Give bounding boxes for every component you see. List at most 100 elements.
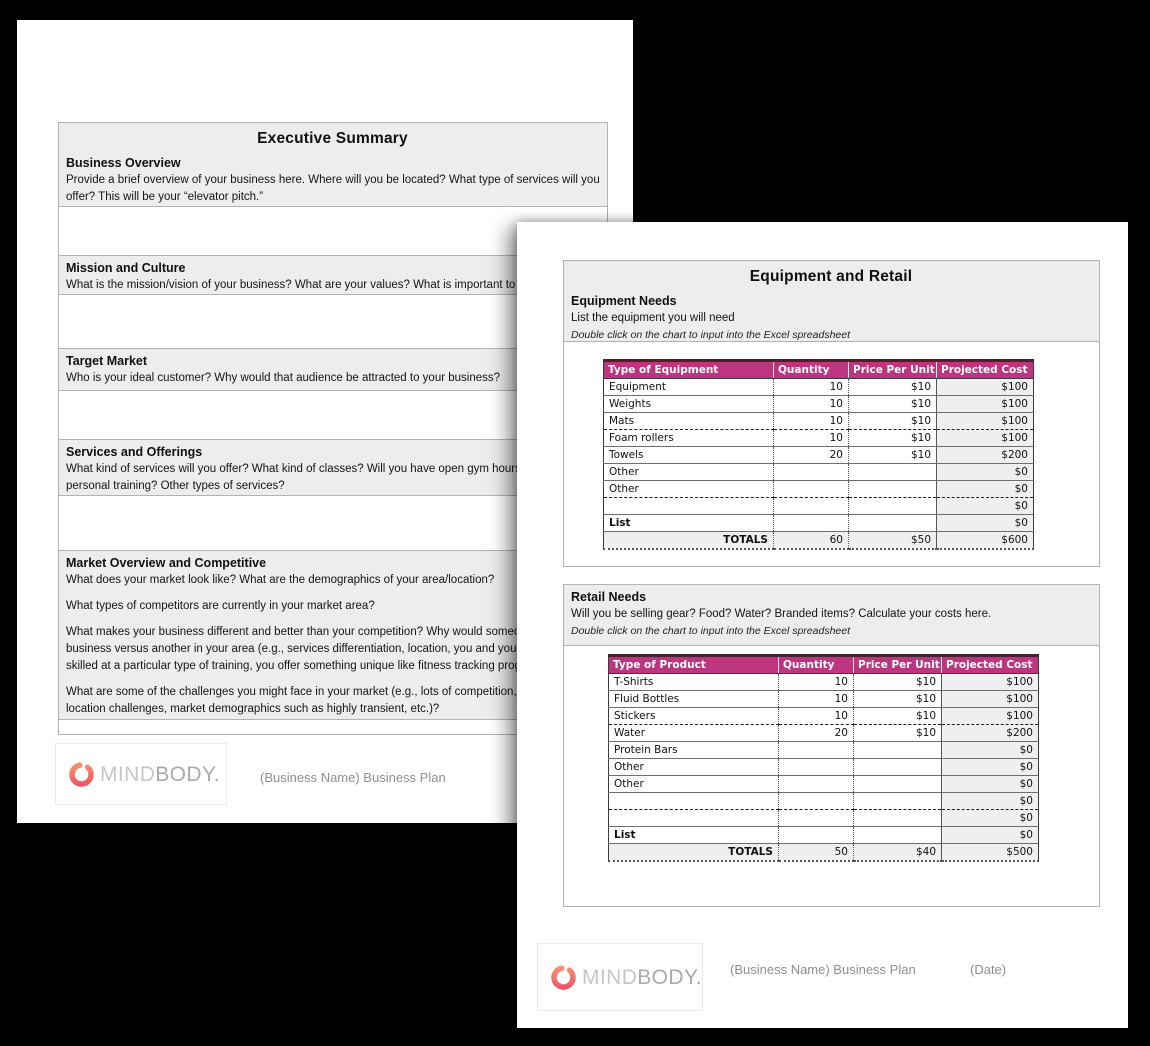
- text-line: What types of competitors are currently …: [66, 600, 375, 612]
- answer-area-mission-culture[interactable]: [58, 294, 608, 349]
- text-line: What kind of services will you offer? Wh…: [66, 463, 528, 475]
- executive-summary-content: Executive Summary Business Overview Prov…: [58, 122, 608, 735]
- table-row: List $0: [608, 826, 1039, 844]
- section-heading: Business Overview: [66, 156, 181, 170]
- equipment-table-wrap: Type of Equipment Quantity Price Per Unit P…: [603, 359, 1099, 550]
- equipment-retail-content: Equipment and Retail Equipment Needs Lis…: [563, 260, 1100, 907]
- table-row: Other $0: [608, 758, 1039, 776]
- table-row: Towels 20 $10 $200: [603, 446, 1034, 464]
- text-line: What makes your business different and b…: [66, 626, 534, 638]
- totals-cell: $500: [941, 843, 1039, 862]
- mindbody-logo: MINDBODY.: [550, 964, 702, 991]
- equipment-table[interactable]: Type of Equipment Quantity Price Per Unit P…: [603, 359, 1034, 550]
- table-cell: $0: [936, 497, 1034, 515]
- table-cell: [853, 792, 942, 810]
- paragraph: What kind of services will you offer? Wh…: [66, 461, 599, 495]
- totals-cell: $40: [853, 843, 942, 862]
- table-cell: Equipment: [603, 378, 774, 396]
- text-line: Provide a brief overview of your busines…: [66, 174, 600, 186]
- table-row: Fluid Bottles 10 $10 $100: [608, 690, 1039, 708]
- text-line: What are some of the challenges you migh…: [66, 686, 529, 698]
- table-cell: 10: [773, 429, 849, 447]
- table-cell: [853, 758, 942, 776]
- totals-row: TOTALS 60 $50 $600: [603, 531, 1034, 550]
- section-prompt: What is the mission/vision of your busin…: [66, 277, 599, 294]
- section-prompt: Who is your ideal customer? Why would th…: [66, 370, 599, 387]
- answer-area-target-market[interactable]: [58, 390, 608, 440]
- totals-row: TOTALS 50 $40 $500: [608, 843, 1039, 862]
- table-cell: $200: [936, 446, 1034, 464]
- table-row: Other $0: [608, 775, 1039, 793]
- retail-table-wrap: Type of Product Quantity Price Per Unit Pro…: [608, 654, 1099, 862]
- table-cell: $0: [936, 480, 1034, 498]
- table-cell: Other: [608, 758, 779, 776]
- paragraph: What is the mission/vision of your busin…: [66, 277, 599, 294]
- table-cell: Stickers: [608, 707, 779, 725]
- table-cell: $100: [941, 690, 1039, 708]
- section-target-market: Target Market Who is your ideal customer…: [58, 348, 608, 391]
- mindbody-logo: MINDBODY.: [68, 761, 220, 788]
- table-cell: [773, 463, 849, 481]
- table-row: Equipment 10 $10 $100: [603, 378, 1034, 396]
- table-cell: List: [608, 826, 779, 844]
- section-prompt: What kind of services will you offer? Wh…: [66, 461, 599, 495]
- table-row: $0: [608, 792, 1039, 810]
- paragraph: What are some of the challenges you migh…: [66, 684, 599, 718]
- table-cell: Other: [603, 463, 774, 481]
- table-cell: $100: [936, 395, 1034, 413]
- footer-logo-box: MINDBODY.: [537, 943, 703, 1011]
- table-cell: [778, 758, 854, 776]
- section-heading: Target Market: [66, 354, 148, 368]
- table-cell: $10: [848, 446, 937, 464]
- table-cell: Weights: [603, 395, 774, 413]
- table-cell: $10: [848, 378, 937, 396]
- table-row: Stickers 10 $10 $100: [608, 707, 1039, 725]
- totals-cell: TOTALS: [608, 843, 779, 862]
- paragraph: Provide a brief overview of your busines…: [66, 172, 600, 206]
- table-cell: $100: [936, 378, 1034, 396]
- totals-cell: $50: [848, 531, 937, 550]
- table-cell: 10: [773, 378, 849, 396]
- table-cell: 20: [773, 446, 849, 464]
- section-description: List the equipment you will need: [571, 312, 735, 324]
- retail-table[interactable]: Type of Product Quantity Price Per Unit Pro…: [608, 654, 1039, 862]
- section-business-overview: Executive Summary Business Overview Prov…: [58, 122, 608, 207]
- text-line: What does your market look like? What ar…: [66, 574, 495, 586]
- equipment-retail-page: Equipment and Retail Equipment Needs Lis…: [517, 222, 1128, 1028]
- page-title: Equipment and Retail: [749, 268, 913, 285]
- table-cell: [603, 497, 774, 515]
- section-heading: Retail Needs: [571, 590, 647, 604]
- table-cell: [853, 809, 942, 827]
- mindbody-logo-text: MINDBODY.: [582, 965, 702, 989]
- section-heading: Mission and Culture: [66, 261, 186, 275]
- table-cell: 10: [773, 395, 849, 413]
- mindbody-logo-text: MINDBODY.: [100, 762, 220, 786]
- paragraph: What types of competitors are currently …: [66, 598, 599, 615]
- text-line: skilled at a particular type of training…: [66, 660, 532, 672]
- section-market-overview: Market Overview and Competitive What doe…: [58, 550, 608, 720]
- totals-cell: $600: [936, 531, 1034, 550]
- table-cell: [848, 497, 937, 515]
- totals-cell: TOTALS: [603, 531, 774, 550]
- table-cell: [853, 741, 942, 759]
- answer-area-business-overview[interactable]: [58, 206, 608, 256]
- table-cell: $0: [941, 809, 1039, 827]
- section-prompt: What does your market look like? What ar…: [66, 572, 599, 718]
- column-header: Type of Product: [608, 654, 779, 674]
- table-cell: Protein Bars: [608, 741, 779, 759]
- table-cell: $10: [853, 690, 942, 708]
- table-row: Other $0: [603, 480, 1034, 498]
- column-header: Type of Equipment: [603, 359, 774, 379]
- footer-logo-box: MINDBODY.: [55, 743, 227, 805]
- footer-document-label: (Business Name) Business Plan: [260, 770, 446, 785]
- table-cell: [778, 826, 854, 844]
- table-row: $0: [603, 497, 1034, 515]
- table-row: List $0: [603, 514, 1034, 532]
- table-cell: [853, 775, 942, 793]
- text-line: offer? This will be your “elevator pitch…: [66, 191, 264, 203]
- column-header: Price Per Unit: [848, 359, 937, 379]
- table-cell: $0: [941, 758, 1039, 776]
- table-cell: [773, 497, 849, 515]
- section-heading: Equipment Needs: [571, 294, 677, 308]
- section-equipment-needs: Equipment and Retail Equipment Needs Lis…: [563, 260, 1100, 342]
